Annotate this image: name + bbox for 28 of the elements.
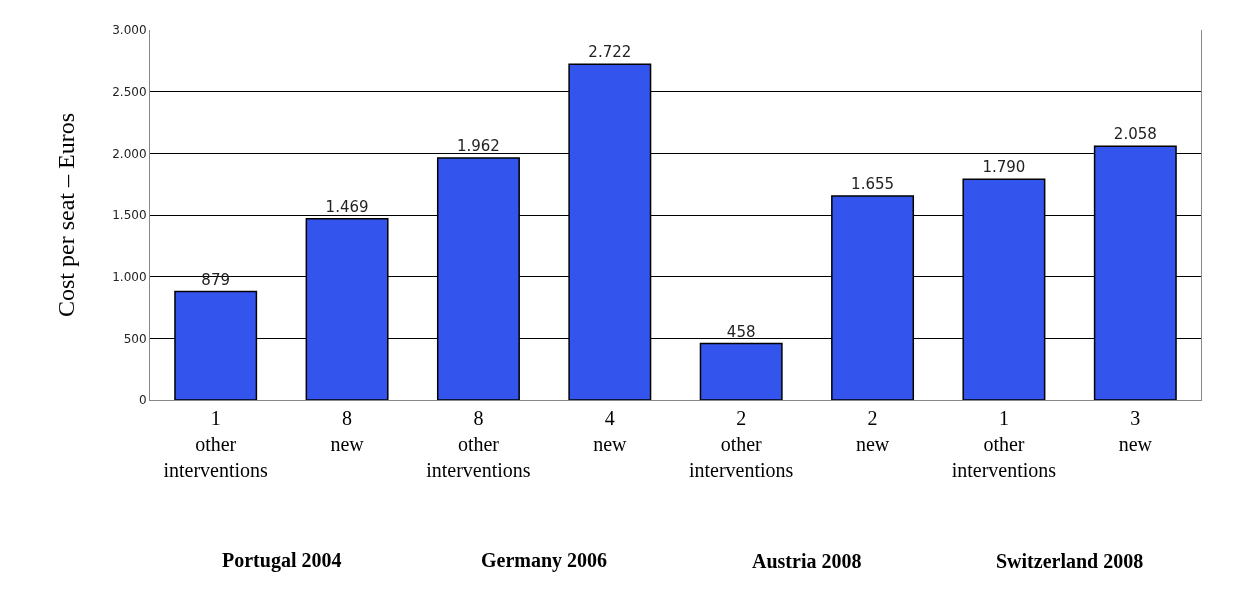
text: Switzerland 2008: [996, 550, 1144, 572]
x-tick-label: 3 new: [1118, 407, 1153, 455]
bar: [699, 342, 783, 400]
data-label: 1.962: [456, 137, 500, 156]
y-tick-label: 2.500: [112, 84, 147, 99]
x-tick-label: 1 other interventions: [163, 407, 269, 481]
text: Austria 2008: [752, 550, 862, 572]
x-tick-label: 8 other interventions: [426, 407, 531, 481]
data-label: 2.058: [1113, 125, 1157, 144]
x-tick-label: 2 other interventions: [688, 407, 794, 481]
y-tick-label: 1.000: [112, 269, 147, 284]
x-tick-label: 2 new: [855, 407, 890, 455]
x-tick-label: 1 other interventions: [951, 407, 1057, 481]
y-tick-label: 0: [138, 393, 147, 408]
y-tick-label: 2.000: [112, 146, 147, 161]
text: Portugal 2004: [222, 549, 342, 572]
data-label: 1.655: [851, 174, 895, 193]
data-label: 2.722: [588, 43, 632, 62]
data-label: 1.790: [982, 158, 1026, 177]
x-tick-label: 4 new: [593, 407, 628, 455]
data-label: 1.469: [325, 197, 369, 216]
y-tick-label: 500: [123, 331, 147, 346]
text: Germany 2006: [481, 549, 608, 572]
y-axis-title: Cost per seat – Euros: [53, 113, 80, 317]
y-tick-label: 1.500: [112, 208, 147, 223]
data-label: 458: [726, 322, 756, 341]
x-tick-label: 8 new: [330, 407, 365, 455]
y-tick-label: 3.000: [112, 23, 147, 38]
